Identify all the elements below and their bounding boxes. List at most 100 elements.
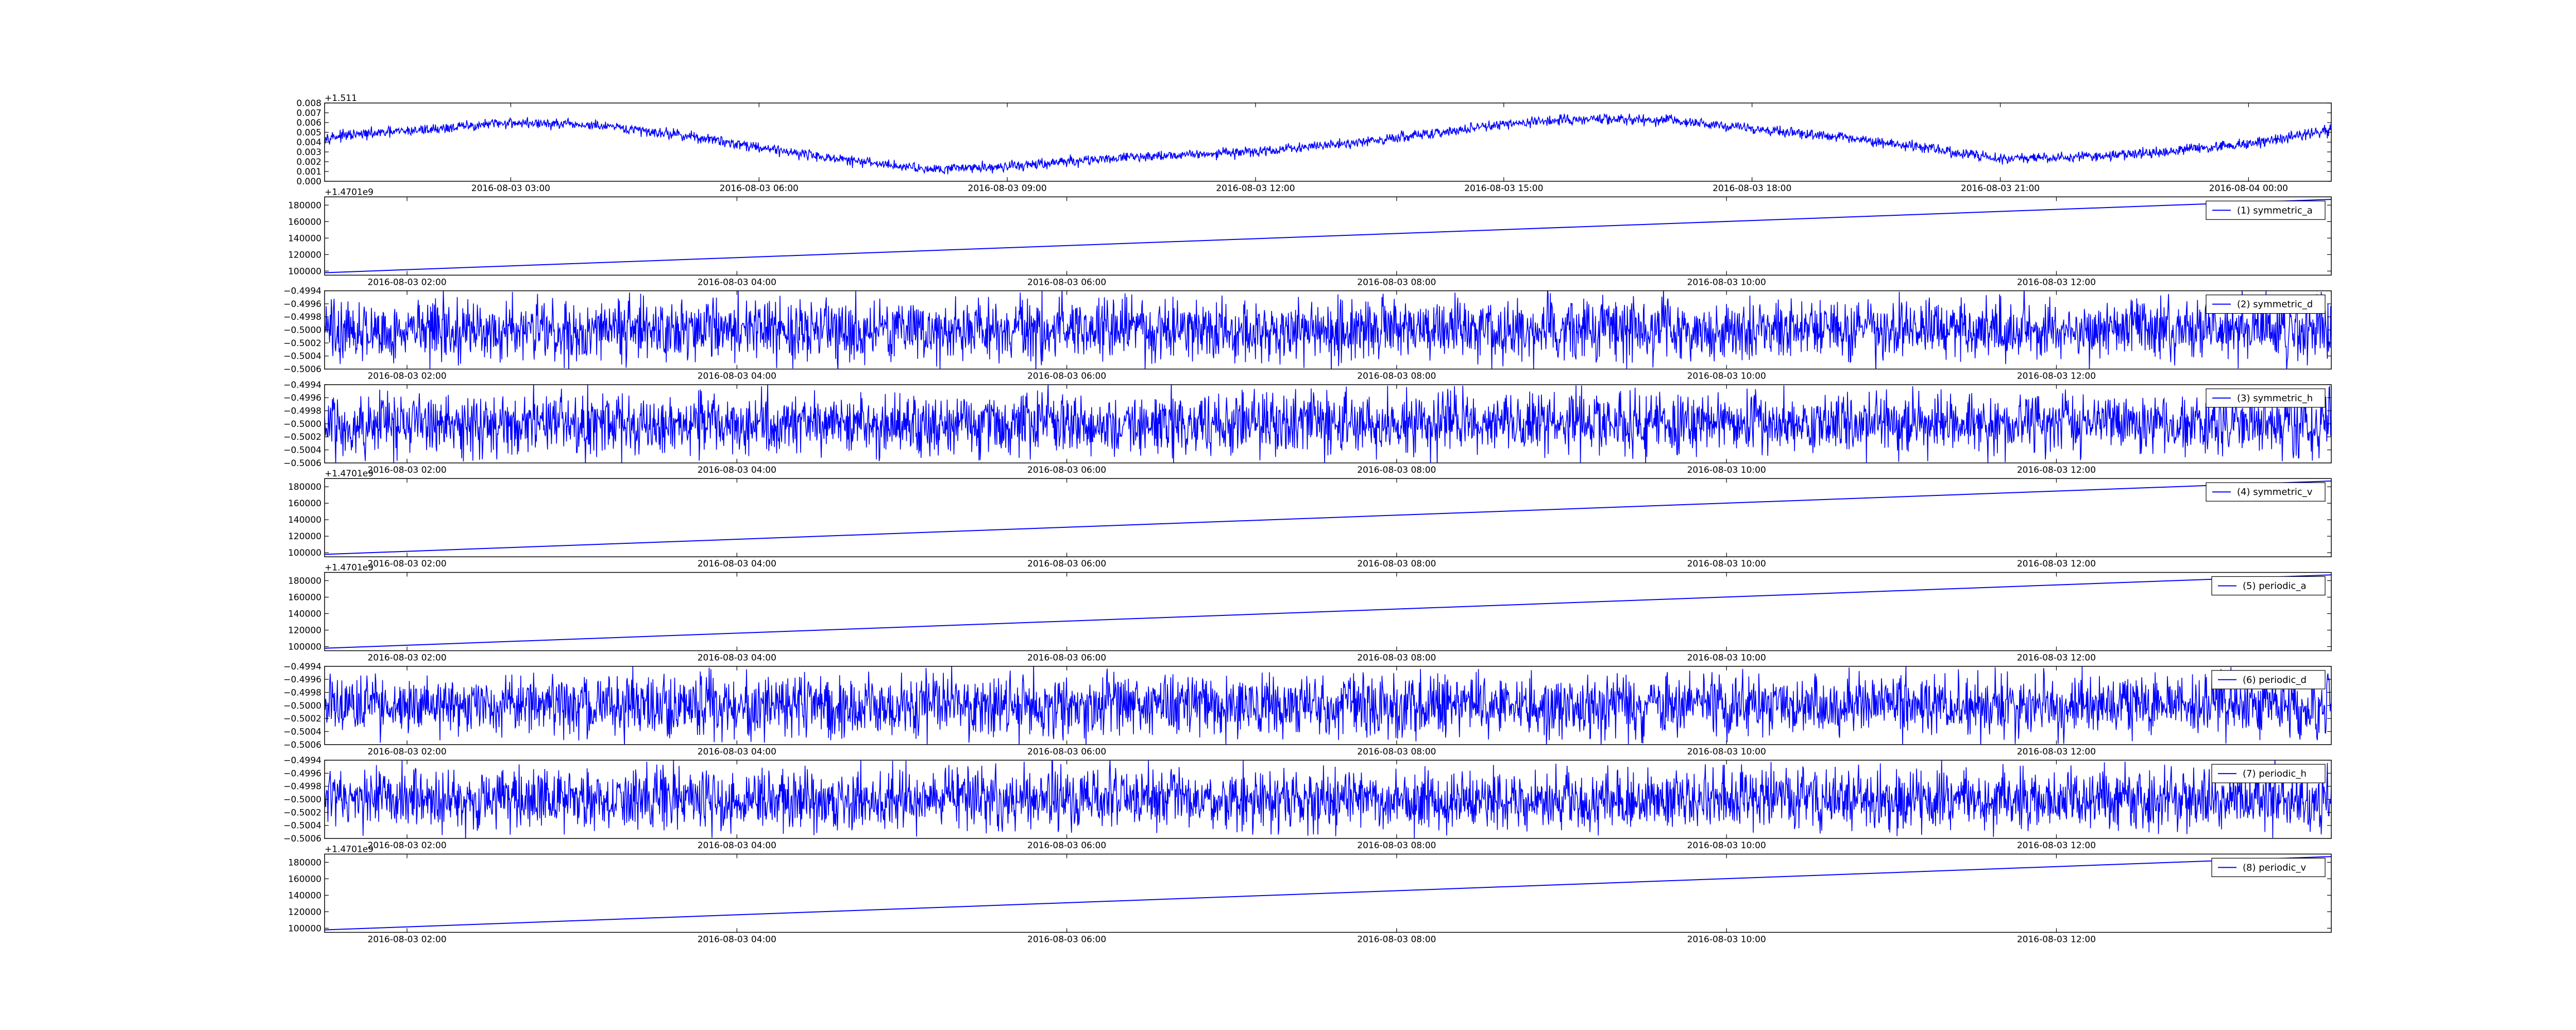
y-tick-label: −0.4998	[283, 688, 321, 698]
x-tick-label: 2016-08-03 02:00	[367, 840, 446, 851]
x-tick-label: 2016-08-03 12:00	[2017, 277, 2096, 287]
y-tick-label: −0.5002	[283, 808, 321, 818]
x-tick-label: 2016-08-04 00:00	[2209, 183, 2288, 194]
y-tick-label: −0.4996	[283, 299, 321, 310]
y-tick-label: −0.4998	[283, 406, 321, 417]
y-tick-label: −0.5006	[283, 458, 321, 469]
series-line	[325, 760, 2331, 839]
x-tick-label: 2016-08-03 10:00	[1687, 934, 1766, 945]
legend: (7) periodic_h	[2211, 764, 2326, 783]
series-line	[325, 574, 2331, 649]
legend-label-4-symmetric-v: (4) symmetric_v	[2237, 487, 2313, 497]
x-tick-label: 2016-08-03 06:00	[1027, 747, 1106, 757]
x-tick-label: 2016-08-03 06:00	[1027, 277, 1106, 287]
y-tick-label: −0.4998	[283, 312, 321, 322]
x-tick-label: 2016-08-03 12:00	[2017, 840, 2096, 851]
x-tick-label: 2016-08-03 10:00	[1687, 840, 1766, 851]
series-line	[325, 666, 2331, 745]
x-tick-label: 2016-08-03 09:00	[968, 183, 1047, 194]
x-tick-label: 2016-08-03 02:00	[367, 653, 446, 663]
y-tick-label: 180000	[288, 482, 321, 492]
legend: (5) periodic_a	[2211, 576, 2326, 596]
y-tick-label: 120000	[288, 907, 321, 917]
y-tick-label: 0.000	[296, 177, 321, 187]
subplot: 100000 120000 140000 160000 180000 2016-08-03…	[288, 187, 2332, 287]
y-tick-label: 140000	[288, 233, 321, 244]
x-tick-label: 2016-08-03 06:00	[1027, 465, 1106, 475]
x-tick-label: 2016-08-03 10:00	[1687, 747, 1766, 757]
legend-label-2-symmetric-d: (2) symmetric_d	[2237, 299, 2313, 310]
axis-offset-label: +1.4701e9	[325, 563, 374, 573]
x-tick-label: 2016-08-03 02:00	[367, 934, 446, 945]
x-tick-label: 2016-08-03 12:00	[2017, 653, 2096, 663]
legend: (6) periodic_d	[2211, 670, 2326, 690]
x-tick-label: 2016-08-03 04:00	[698, 934, 776, 945]
y-tick-label: 140000	[288, 609, 321, 619]
y-tick-label: 160000	[288, 217, 321, 227]
x-tick-label: 2016-08-03 04:00	[698, 653, 776, 663]
axes-frame	[324, 478, 2332, 557]
x-tick-label: 2016-08-03 04:00	[698, 559, 776, 569]
x-tick-label: 2016-08-03 08:00	[1357, 840, 1436, 851]
y-tick-label: −0.5004	[283, 445, 321, 456]
y-tick-label: 140000	[288, 515, 321, 525]
x-tick-label: 2016-08-03 12:00	[1216, 183, 1295, 194]
axis-offset-label: +1.4701e9	[325, 187, 374, 197]
y-tick-label: −0.5006	[283, 834, 321, 844]
legend: (4) symmetric_v	[2206, 482, 2326, 502]
x-tick-label: 2016-08-03 10:00	[1687, 277, 1766, 287]
y-tick-label: −0.5002	[283, 338, 321, 349]
y-tick-label: 0.005	[296, 128, 321, 138]
y-tick-label: −0.5002	[283, 432, 321, 442]
x-tick-label: 2016-08-03 08:00	[1357, 465, 1436, 475]
y-tick-label: 0.001	[296, 167, 321, 177]
legend-label-5-periodic-a: (5) periodic_a	[2243, 580, 2307, 591]
x-tick-label: 2016-08-03 06:00	[1027, 934, 1106, 945]
legend: (2) symmetric_d	[2206, 294, 2326, 314]
y-tick-label: 0.007	[296, 108, 321, 118]
y-tick-label: 100000	[288, 548, 321, 558]
x-tick-label: 2016-08-03 08:00	[1357, 371, 1436, 382]
y-tick-label: 160000	[288, 874, 321, 884]
x-tick-label: 2016-08-03 12:00	[2017, 465, 2096, 475]
y-tick-label: −0.5000	[283, 419, 321, 430]
x-tick-label: 2016-08-03 06:00	[1027, 653, 1106, 663]
x-tick-label: 2016-08-03 04:00	[698, 747, 776, 757]
series-line	[325, 480, 2331, 555]
series-line	[325, 290, 2331, 369]
y-tick-label: −0.5000	[283, 795, 321, 805]
y-tick-label: −0.4994	[283, 756, 321, 766]
subplot-stack: 0.0000.0010.0020.0030.0040.0050.0060.007…	[283, 93, 2332, 945]
series-line	[325, 856, 2331, 931]
y-tick-label: 0.008	[296, 98, 321, 109]
subplot: −0.5006 −0.5004 −0.5002 −0.5000 −0.4998 −0.49…	[283, 756, 2332, 851]
subplot: −0.5006 −0.5004 −0.5002 −0.5000 −0.4998 −0.49…	[283, 286, 2332, 382]
y-tick-label: −0.5004	[283, 821, 321, 831]
legend: (3) symmetric_h	[2206, 388, 2326, 408]
y-tick-label: 0.004	[296, 138, 321, 148]
y-tick-label: 100000	[288, 642, 321, 652]
y-tick-label: 160000	[288, 499, 321, 509]
axis-offset-label: +1.4701e9	[325, 844, 374, 854]
x-tick-label: 2016-08-03 04:00	[698, 465, 776, 475]
subplot: 100000 120000 140000 160000 180000 2016-08-03…	[288, 844, 2332, 945]
y-tick-label: −0.5002	[283, 714, 321, 724]
x-tick-label: 2016-08-03 06:00	[720, 183, 799, 194]
series-line	[325, 113, 2331, 175]
axes-frame	[324, 572, 2332, 651]
subplot: 0.0000.0010.0020.0030.0040.0050.0060.007…	[296, 93, 2332, 194]
x-tick-label: 2016-08-03 02:00	[367, 277, 446, 287]
x-tick-label: 2016-08-03 08:00	[1357, 747, 1436, 757]
x-tick-label: 2016-08-03 15:00	[1464, 183, 1543, 194]
y-tick-label: −0.4996	[283, 393, 321, 403]
series-line	[325, 384, 2331, 463]
x-tick-label: 2016-08-03 10:00	[1687, 371, 1766, 382]
x-tick-label: 2016-08-03 10:00	[1687, 653, 1766, 663]
y-tick-label: 0.003	[296, 147, 321, 158]
x-tick-label: 2016-08-03 21:00	[1961, 183, 2040, 194]
x-tick-label: 2016-08-03 12:00	[2017, 747, 2096, 757]
x-tick-label: 2016-08-03 12:00	[2017, 371, 2096, 382]
axes-frame	[324, 196, 2332, 276]
x-tick-label: 2016-08-03 06:00	[1027, 371, 1106, 382]
